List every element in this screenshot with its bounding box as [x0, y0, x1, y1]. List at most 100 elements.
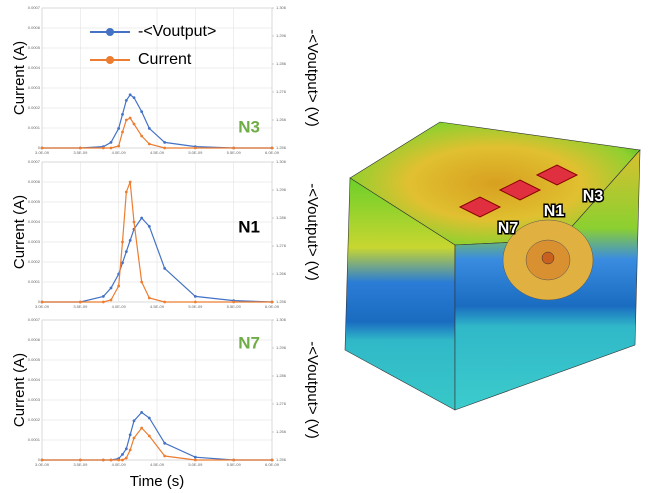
point — [128, 433, 132, 437]
point — [128, 180, 132, 184]
point — [109, 146, 113, 150]
y2-tick-label: 1.306 — [276, 317, 287, 322]
point — [132, 419, 136, 423]
point — [121, 458, 124, 462]
point — [117, 126, 121, 130]
node-label: N7 — [498, 220, 519, 237]
point — [232, 300, 236, 304]
point — [117, 284, 121, 288]
y2-tick-label: 1.266 — [276, 429, 287, 434]
point — [163, 454, 167, 458]
y2-tick-label: 1.296 — [276, 187, 287, 192]
point — [163, 146, 167, 150]
point — [78, 146, 82, 150]
y-axis-label: Current (A) — [11, 41, 28, 115]
point — [140, 216, 144, 220]
point — [232, 146, 236, 150]
point — [121, 113, 124, 116]
x-tick-label: 3.5E-09 — [73, 304, 88, 309]
point — [124, 447, 128, 451]
x-tick-label: 4.5E-09 — [150, 150, 165, 155]
point — [121, 453, 124, 456]
x-tick-label: 6.0E-09 — [265, 304, 280, 309]
y2-tick-label: 1.286 — [276, 61, 287, 66]
point — [140, 280, 144, 284]
x-tick-label: 3.5E-09 — [73, 462, 88, 467]
point — [193, 295, 197, 298]
point — [140, 110, 144, 113]
point — [163, 267, 167, 270]
x-tick-label: 5.0E-09 — [188, 462, 203, 467]
point — [132, 122, 136, 126]
y2-tick-label: 1.276 — [276, 401, 287, 406]
contact — [498, 179, 542, 201]
point — [193, 455, 197, 459]
y-tick-label: 0.0002 — [28, 259, 41, 264]
y-tick-label: 0.0005 — [28, 45, 41, 50]
point — [101, 458, 105, 462]
contact — [458, 196, 502, 218]
point — [140, 411, 144, 414]
y-tick-label: 0.0002 — [28, 417, 41, 422]
node-label: N3 — [583, 188, 604, 205]
annotation: N3 — [238, 117, 260, 136]
point — [78, 458, 82, 462]
y-tick-label: 0.0007 — [28, 317, 41, 322]
x-tick-label: 3.5E-09 — [73, 150, 88, 155]
y2-tick-label: 1.256 — [276, 145, 287, 150]
x-tick-label: 5.5E-09 — [227, 150, 242, 155]
point — [163, 141, 167, 144]
y2-tick-label: 1.266 — [276, 117, 287, 122]
x-tick-label: 3.0E-09 — [35, 150, 50, 155]
y-tick-label: 0.0007 — [28, 159, 41, 164]
device-render: N7 N1 N3 — [344, 121, 641, 411]
point — [128, 116, 132, 120]
point — [40, 300, 44, 304]
legend-marker — [106, 56, 114, 64]
y-axis-label: Current (A) — [11, 195, 28, 269]
y2-tick-label: 1.276 — [276, 243, 287, 248]
point — [124, 250, 128, 254]
point — [101, 295, 105, 298]
point — [117, 144, 121, 148]
point — [193, 300, 197, 304]
annotation: N1 — [238, 217, 260, 236]
y-tick-label: 0.0006 — [28, 179, 41, 184]
point — [78, 300, 82, 304]
y-tick-label: 0.0005 — [28, 199, 41, 204]
point — [270, 146, 274, 150]
y-tick-label: 0.0003 — [28, 239, 41, 244]
point — [147, 296, 151, 300]
x-tick-label: 4.0E-09 — [112, 304, 127, 309]
point — [147, 416, 151, 420]
point — [128, 239, 132, 242]
y2-tick-label: 1.286 — [276, 373, 287, 378]
x-tick-label: 3.0E-09 — [35, 304, 50, 309]
y-tick-label: 0 — [38, 457, 41, 462]
y-tick-label: 0.0006 — [28, 25, 41, 30]
point — [270, 300, 274, 304]
y-tick-label: 0.0001 — [28, 125, 41, 130]
x-tick-label: 5.5E-09 — [227, 462, 242, 467]
point — [121, 261, 124, 265]
y2-tick-label: 1.296 — [276, 345, 287, 350]
point — [163, 300, 167, 304]
y-tick-label: 0.0005 — [28, 357, 41, 362]
point — [193, 458, 197, 462]
x-tick-label: 4.5E-09 — [150, 462, 165, 467]
point — [121, 240, 124, 244]
x-tick-label: 6.0E-09 — [265, 150, 280, 155]
point — [101, 146, 105, 150]
legend-marker — [106, 28, 114, 36]
point — [147, 434, 151, 438]
x-axis-label: Time (s) — [130, 473, 184, 490]
x-tick-label: 5.5E-09 — [227, 304, 242, 309]
point — [128, 448, 132, 452]
point — [109, 141, 113, 144]
point — [147, 126, 151, 130]
y2-tick-label: 1.286 — [276, 215, 287, 220]
node-label: N1 — [544, 203, 565, 220]
point — [147, 225, 151, 228]
y-tick-label: 0.0004 — [28, 219, 41, 224]
y2-tick-label: 1.256 — [276, 299, 287, 304]
